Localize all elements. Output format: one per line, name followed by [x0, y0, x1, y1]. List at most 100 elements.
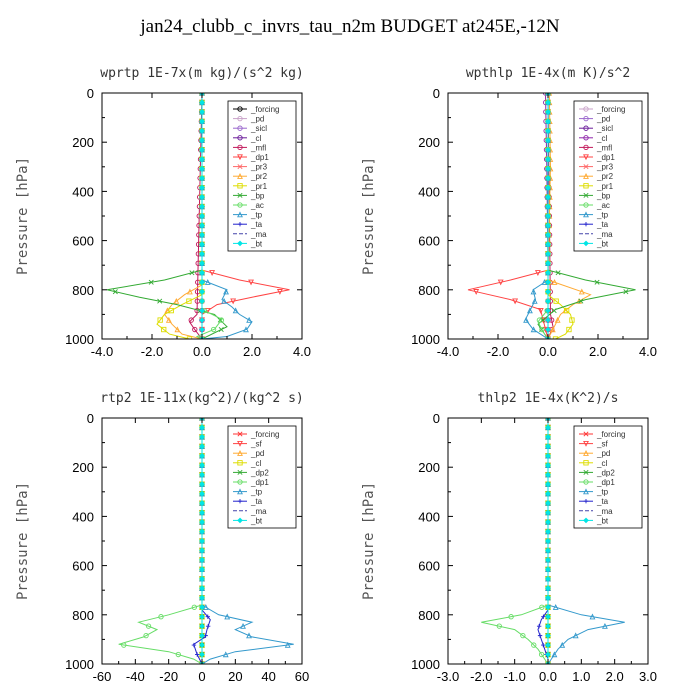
- y-tick-label: 200: [72, 460, 94, 475]
- legend-label: _bt: [596, 516, 609, 525]
- data-point: [199, 109, 205, 115]
- x-tick-label: 1.0: [572, 669, 590, 684]
- legend-label: _sicl: [250, 124, 267, 133]
- data-point: [545, 146, 551, 153]
- legend-label: _ac: [250, 201, 264, 210]
- data-point: [549, 326, 556, 333]
- y-tick-label: 400: [418, 509, 440, 524]
- x-tick-label: -4.0: [91, 344, 113, 359]
- y-tick-label: 600: [72, 234, 94, 249]
- y-tick-label: 200: [418, 460, 440, 475]
- legend-label: _ma: [250, 507, 267, 516]
- data-point: [248, 279, 254, 286]
- data-point: [601, 622, 608, 629]
- data-point: [530, 326, 537, 333]
- data-point: [246, 632, 252, 639]
- chart-title: wprtp 1E-7x(m kg)/(s^2 kg): [100, 66, 304, 81]
- data-point: [161, 326, 167, 333]
- data-point: [157, 317, 163, 323]
- data-point: [545, 594, 551, 601]
- legend-marker: [583, 449, 589, 456]
- data-point: [545, 604, 551, 611]
- data-point: [199, 222, 205, 229]
- legend-marker: [237, 172, 243, 179]
- x-tick-label: -2.0: [487, 344, 509, 359]
- data-point: [199, 203, 205, 210]
- x-tick-label: -40: [126, 669, 145, 684]
- x-tick-label: 0.0: [193, 344, 211, 359]
- data-point: [165, 316, 172, 323]
- data-point: [186, 298, 192, 304]
- data-point: [508, 614, 514, 620]
- data-point: [199, 156, 205, 163]
- data-point: [222, 651, 229, 658]
- data-point: [569, 317, 575, 323]
- data-point: [578, 288, 585, 295]
- data-point: [199, 557, 205, 563]
- data-point: [545, 500, 551, 506]
- data-point: [545, 288, 551, 295]
- data-point: [199, 566, 205, 573]
- data-point: [145, 623, 152, 629]
- data-point: [545, 326, 551, 333]
- y-tick-label: 800: [418, 283, 440, 298]
- legend-marker: [583, 125, 589, 131]
- legend-label: _ta: [596, 497, 609, 506]
- legend-label: _ta: [250, 220, 263, 229]
- data-point: [496, 623, 502, 629]
- data-point: [545, 453, 551, 459]
- legend: _forcing_sf_pd_cl_dp2_dp1_tp_ta_ma_bt: [227, 425, 297, 529]
- x-tick-label: -1.0: [503, 669, 525, 684]
- series-line: [163, 93, 203, 339]
- data-point: [199, 651, 205, 658]
- data-point: [199, 604, 205, 611]
- data-point: [143, 632, 149, 639]
- data-point: [530, 288, 537, 295]
- data-point: [554, 316, 561, 323]
- data-point: [199, 279, 205, 286]
- data-point: [545, 481, 551, 488]
- data-point: [545, 137, 551, 144]
- legend-label: _forcing: [250, 430, 279, 439]
- data-point: [545, 260, 551, 267]
- data-point: [578, 298, 584, 304]
- y-tick-label: 200: [72, 135, 94, 150]
- legend-marker: [237, 115, 243, 122]
- data-point: [545, 118, 551, 125]
- y-tick-label: 600: [72, 559, 94, 574]
- data-point: [204, 279, 211, 285]
- legend: _forcing_sf_pd_cl_dp2_dp1_tp_ta_ma_bt: [573, 425, 643, 529]
- data-point: [537, 633, 543, 638]
- y-axis-label: Pressure [hPa]: [361, 157, 377, 275]
- legend-marker: [237, 211, 243, 218]
- y-tick-label: 0: [433, 411, 440, 426]
- data-point: [199, 99, 205, 106]
- legend-marker: [237, 469, 243, 475]
- data-point: [158, 614, 164, 620]
- data-point: [121, 642, 127, 648]
- legend-label: _tp: [250, 211, 263, 220]
- data-point: [559, 641, 566, 648]
- x-tick-label: 40: [261, 669, 275, 684]
- data-point: [148, 279, 154, 285]
- data-point: [199, 137, 205, 144]
- data-point: [199, 326, 205, 333]
- data-point: [545, 156, 551, 163]
- data-point: [545, 269, 551, 276]
- data-point: [199, 576, 205, 582]
- y-axis-label: Pressure [hPa]: [15, 482, 31, 600]
- legend-label: _tp: [596, 211, 609, 220]
- legend-marker: [237, 431, 243, 437]
- data-point: [545, 613, 551, 620]
- series-group: [118, 418, 294, 664]
- x-tick-label: 60: [295, 669, 309, 684]
- legend-label: _forcing: [596, 105, 625, 114]
- data-point: [199, 434, 205, 440]
- data-point: [199, 298, 205, 304]
- data-point: [545, 298, 551, 304]
- legend-marker: [237, 240, 243, 247]
- data-point: [545, 576, 551, 582]
- data-point: [512, 298, 519, 305]
- data-point: [589, 613, 596, 620]
- legend-marker: [237, 192, 243, 198]
